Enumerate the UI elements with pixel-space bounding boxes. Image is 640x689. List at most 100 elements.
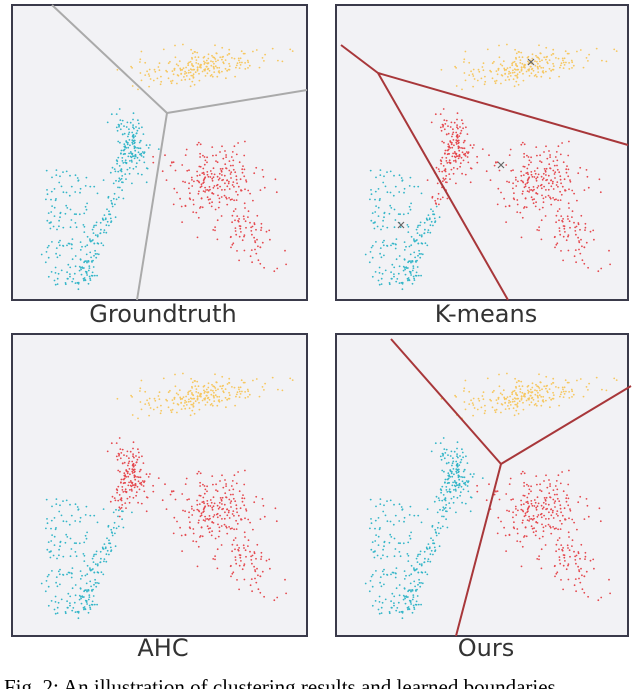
point xyxy=(521,192,524,195)
point xyxy=(559,482,562,485)
point xyxy=(555,572,558,575)
point xyxy=(377,215,380,218)
point xyxy=(572,393,575,396)
point xyxy=(433,542,436,545)
point xyxy=(548,492,551,495)
point xyxy=(472,414,474,417)
point xyxy=(481,148,484,151)
point xyxy=(277,59,279,62)
point xyxy=(523,494,526,497)
point xyxy=(513,71,516,74)
point xyxy=(193,412,196,415)
point xyxy=(117,515,119,518)
point xyxy=(530,173,533,176)
point xyxy=(416,561,419,563)
point xyxy=(203,392,206,394)
point xyxy=(215,489,217,491)
point xyxy=(175,392,178,395)
point xyxy=(203,63,206,65)
point xyxy=(49,556,52,559)
point xyxy=(561,220,564,223)
point xyxy=(90,603,93,606)
point xyxy=(126,141,128,144)
point xyxy=(224,182,226,185)
point xyxy=(50,540,53,542)
point xyxy=(374,540,377,542)
point xyxy=(523,143,526,146)
point xyxy=(213,502,216,505)
boundary xyxy=(51,4,168,114)
point xyxy=(91,600,94,603)
point xyxy=(463,387,466,390)
point xyxy=(172,402,175,405)
point xyxy=(439,126,442,129)
point xyxy=(134,149,137,152)
point xyxy=(561,514,564,517)
point xyxy=(109,542,112,545)
point xyxy=(540,516,543,519)
point xyxy=(427,214,430,217)
point xyxy=(540,567,543,570)
point xyxy=(182,43,184,46)
point xyxy=(456,441,459,444)
point xyxy=(236,62,239,65)
point xyxy=(567,154,570,157)
point xyxy=(512,182,514,185)
point xyxy=(116,129,119,132)
point xyxy=(380,228,382,231)
point xyxy=(74,282,77,284)
point xyxy=(213,67,215,70)
point xyxy=(198,79,201,82)
point xyxy=(550,203,553,206)
point xyxy=(123,461,126,464)
point xyxy=(418,578,420,581)
point xyxy=(419,585,422,588)
point xyxy=(203,69,206,71)
point xyxy=(104,547,107,550)
point xyxy=(426,573,429,576)
point xyxy=(456,124,458,126)
point xyxy=(192,73,195,76)
point xyxy=(379,252,381,255)
point xyxy=(595,47,598,50)
point xyxy=(121,448,124,451)
point xyxy=(407,212,410,215)
point xyxy=(527,398,530,400)
point xyxy=(84,607,86,610)
point xyxy=(213,385,216,388)
point xyxy=(137,417,139,420)
point xyxy=(587,266,589,269)
point xyxy=(154,399,157,402)
point xyxy=(536,496,539,499)
point xyxy=(219,185,222,188)
point xyxy=(234,548,236,551)
point xyxy=(131,131,134,134)
point xyxy=(185,66,188,69)
point xyxy=(121,133,124,136)
point xyxy=(377,517,380,519)
point xyxy=(127,464,129,467)
point xyxy=(261,169,264,171)
point xyxy=(216,504,219,507)
point xyxy=(541,194,543,197)
point xyxy=(369,580,372,582)
point xyxy=(258,395,261,398)
point xyxy=(171,70,174,72)
point xyxy=(240,560,242,562)
point xyxy=(377,544,380,546)
point xyxy=(445,119,448,122)
point xyxy=(540,238,543,241)
point xyxy=(542,177,545,180)
point xyxy=(176,403,179,405)
point xyxy=(407,231,410,234)
point xyxy=(180,72,183,75)
point xyxy=(206,173,209,176)
point xyxy=(552,526,554,528)
point xyxy=(431,524,434,527)
point xyxy=(457,468,460,471)
point xyxy=(535,521,538,523)
point xyxy=(244,220,247,223)
point xyxy=(146,496,149,499)
point xyxy=(407,267,409,269)
point xyxy=(119,169,122,172)
